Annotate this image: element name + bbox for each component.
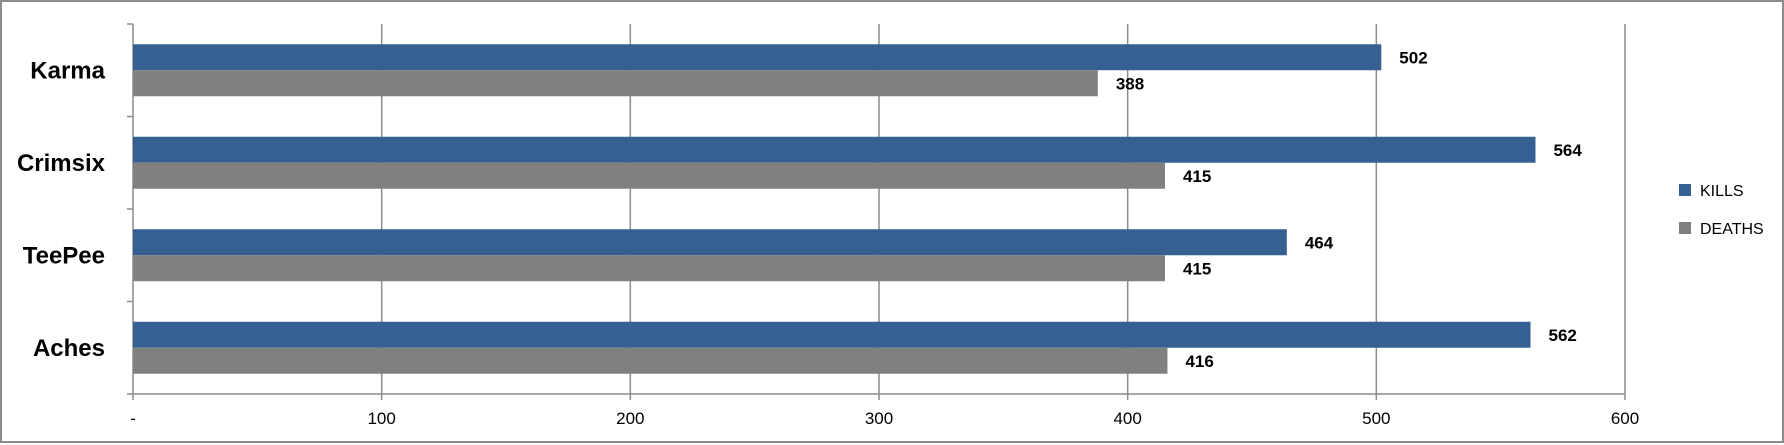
bar-kills-teepee <box>133 229 1287 256</box>
labels: - 100 200 300 400 500 600 Karma 502 388 Crimsix 564… <box>17 48 1639 428</box>
bar-deaths-crimsix <box>133 162 1165 189</box>
x-tick-label: 400 <box>1113 409 1141 428</box>
bar-deaths-karma <box>133 70 1098 97</box>
x-tick-label: 300 <box>865 409 893 428</box>
bar-deaths-teepee <box>133 255 1165 282</box>
legend-label-deaths: DEATHS <box>1700 221 1764 238</box>
category-label-teepee: TeePee <box>23 242 105 269</box>
category-label-aches: Aches <box>33 335 105 362</box>
legend-swatch-kills <box>1679 184 1691 196</box>
data-label-kills-karma: 502 <box>1399 48 1427 67</box>
legend: KILLS DEATHS <box>1679 183 1764 238</box>
x-tick-label: 500 <box>1362 409 1390 428</box>
x-tick-label: 600 <box>1611 409 1639 428</box>
data-label-deaths-teepee: 415 <box>1183 259 1211 278</box>
category-label-crimsix: Crimsix <box>17 150 106 177</box>
category-label-karma: Karma <box>30 57 105 84</box>
bar-kills-karma <box>133 44 1382 71</box>
legend-label-kills: KILLS <box>1700 183 1744 200</box>
bar-deaths-aches <box>133 347 1168 374</box>
x-tick-label: 100 <box>367 409 395 428</box>
x-tick-label: - <box>130 409 136 428</box>
data-label-deaths-karma: 388 <box>1116 74 1144 93</box>
legend-swatch-deaths <box>1679 222 1691 234</box>
data-label-deaths-crimsix: 415 <box>1183 167 1211 186</box>
bar-kills-crimsix <box>133 136 1536 163</box>
data-label-kills-teepee: 464 <box>1305 233 1334 252</box>
bar-kills-aches <box>133 321 1531 348</box>
data-label-kills-aches: 562 <box>1549 326 1577 345</box>
data-label-deaths-aches: 416 <box>1185 352 1213 371</box>
bars <box>133 44 1536 374</box>
data-label-kills-crimsix: 564 <box>1553 141 1582 160</box>
x-tick-label: 200 <box>616 409 644 428</box>
